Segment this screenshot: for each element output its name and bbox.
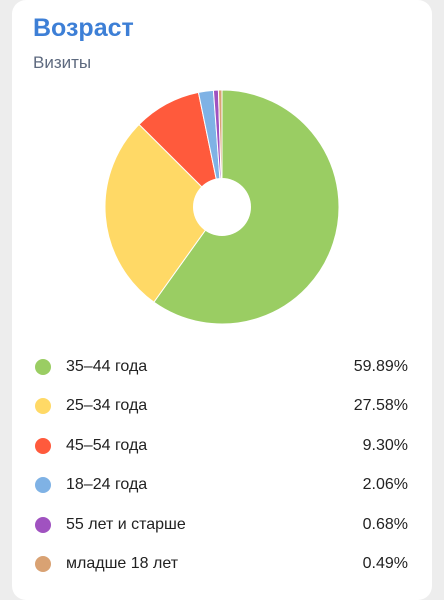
legend-row[interactable]: 35–44 года 59.89% bbox=[12, 348, 432, 387]
chart-subtitle: Визиты bbox=[33, 53, 92, 72]
legend-color-dot bbox=[35, 437, 51, 454]
legend-value: 59.89% bbox=[353, 358, 408, 375]
legend-row[interactable]: 55 лет и старше 0.68% bbox=[12, 506, 432, 545]
pie-svg bbox=[104, 89, 340, 325]
legend-row[interactable]: 25–34 года 27.58% bbox=[12, 387, 432, 426]
age-card: Возраст Визиты 35–44 года 59.89% 25–34 год… bbox=[12, 0, 432, 600]
legend-label: 55 лет и старше bbox=[66, 515, 186, 533]
legend-color-dot bbox=[35, 477, 51, 494]
legend-label: младше 18 лет bbox=[66, 554, 179, 572]
legend-row[interactable]: 18–24 года 2.06% bbox=[12, 466, 432, 505]
legend-row[interactable]: младше 18 лет 0.49% bbox=[12, 545, 432, 584]
legend-color-dot bbox=[35, 398, 51, 415]
donut-hole bbox=[193, 178, 251, 236]
legend-label: 25–34 года bbox=[66, 397, 148, 415]
legend-value: 2.06% bbox=[362, 476, 408, 494]
pie-slice-5[interactable] bbox=[217, 89, 223, 208]
legend-value: 27.58% bbox=[353, 397, 408, 415]
legend-value: 0.68% bbox=[362, 515, 408, 533]
chart-title: Возраст bbox=[33, 14, 134, 42]
legend-label: 45–54 года bbox=[66, 436, 148, 454]
legend: 35–44 года 59.89% 25–34 года 27.58% 45–54 го… bbox=[12, 348, 432, 584]
legend-label: 18–24 года bbox=[66, 476, 148, 494]
legend-value: 0.49% bbox=[362, 554, 408, 572]
legend-label: 35–44 года bbox=[66, 358, 148, 375]
legend-value: 9.30% bbox=[362, 436, 408, 454]
pie-slice-1[interactable] bbox=[104, 123, 223, 303]
legend-color-dot bbox=[35, 555, 51, 572]
legend-color-dot bbox=[35, 359, 51, 375]
pie-chart bbox=[104, 88, 340, 326]
legend-row[interactable]: 45–54 года 9.30% bbox=[12, 427, 432, 466]
legend-color-dot bbox=[35, 516, 51, 533]
